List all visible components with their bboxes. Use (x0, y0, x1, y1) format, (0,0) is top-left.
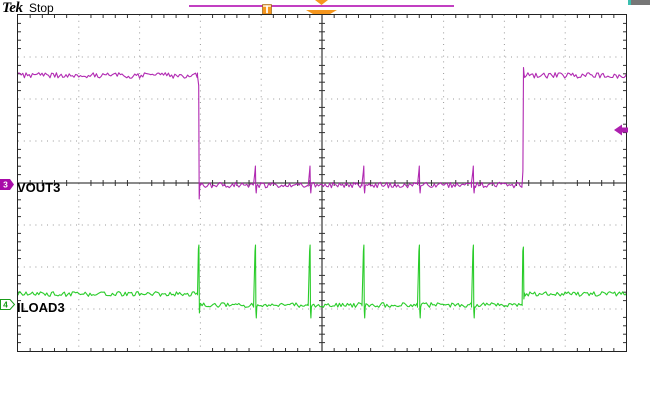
svg-text:4: 4 (3, 299, 8, 309)
svg-text:3: 3 (3, 179, 8, 189)
